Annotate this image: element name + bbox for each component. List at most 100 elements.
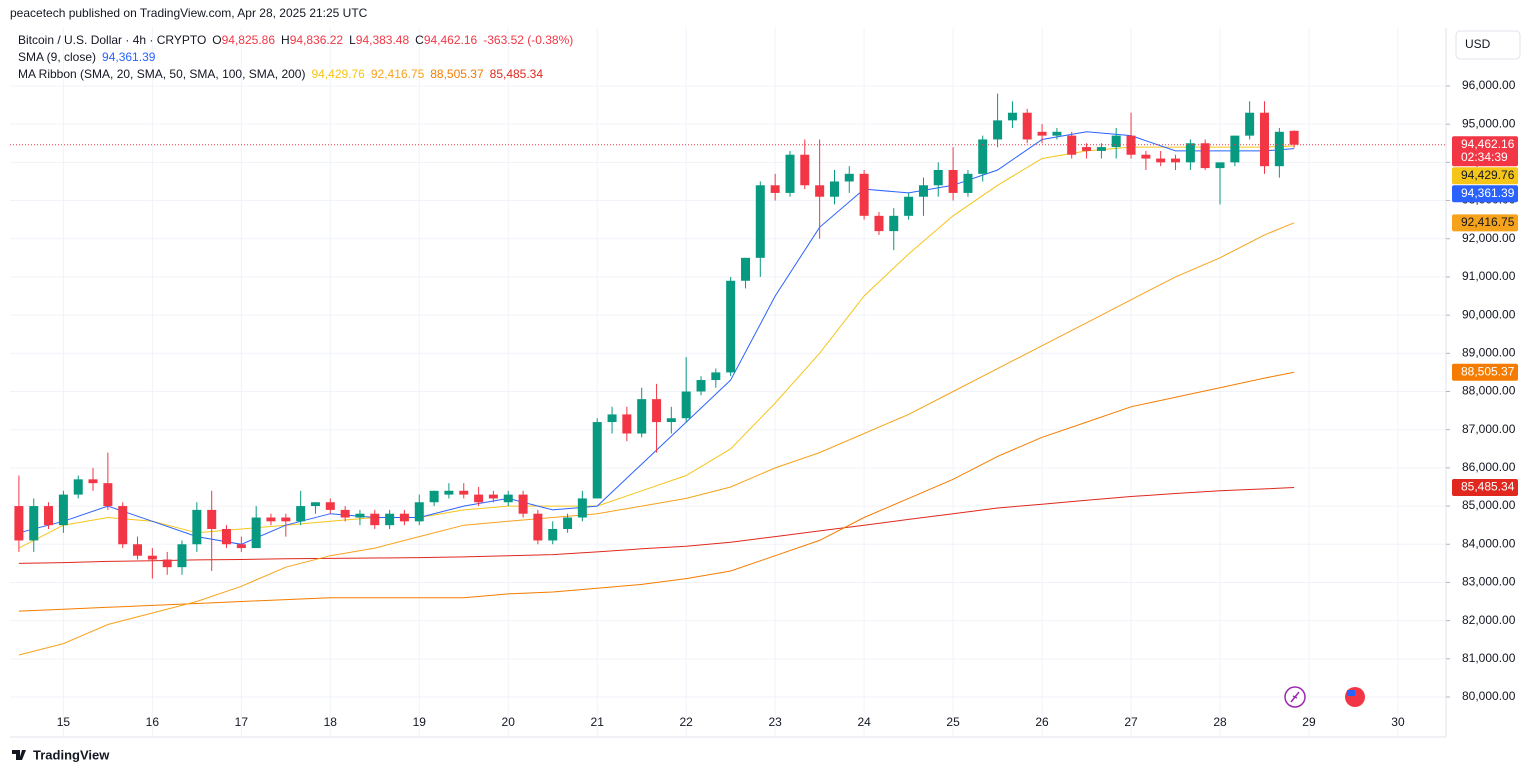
ohlc-label: L: [349, 33, 356, 47]
candle-body: [933, 170, 943, 186]
candle-body: [1126, 135, 1136, 155]
candle-body: [1096, 147, 1106, 151]
candle-body: [1289, 130, 1299, 145]
candle-body: [355, 513, 365, 518]
x-tick-label: 30: [1391, 715, 1405, 729]
candle-body: [829, 181, 839, 197]
candle-body: [785, 154, 795, 193]
candle-body: [1007, 112, 1017, 121]
price-label-box: [1452, 136, 1518, 167]
candle-body: [844, 173, 854, 182]
y-tick-label: 81,000.00: [1462, 651, 1516, 665]
candle-body: [370, 513, 380, 526]
ohlc-value: 94,836.22: [290, 33, 344, 47]
candle-body: [385, 513, 395, 526]
candle-body: [1111, 135, 1121, 148]
candle-body: [1052, 131, 1062, 136]
candle-body: [681, 391, 691, 419]
candle-body: [918, 185, 928, 197]
candle-body: [310, 502, 320, 507]
candle-body: [1259, 112, 1269, 167]
legend-sma: SMA (9, close) 94,361.39: [18, 50, 156, 64]
x-tick-label: 24: [857, 715, 871, 729]
x-tick-label: 20: [502, 715, 516, 729]
x-tick-label: 15: [57, 715, 71, 729]
currency-label: USD: [1465, 37, 1491, 51]
candle-body: [726, 280, 736, 373]
ohlc-value: 94,825.86: [222, 33, 276, 47]
sma-line: [18, 131, 1295, 545]
legend-ohlc: Bitcoin / U.S. Dollar · 4h · CRYPTO O94,8…: [18, 33, 573, 47]
candle-body: [1037, 131, 1047, 136]
candle-body: [548, 528, 558, 541]
candle-body: [266, 517, 276, 522]
price-label-box: [1452, 363, 1518, 381]
y-tick-label: 88,000.00: [1462, 384, 1516, 398]
candle-body: [474, 494, 484, 503]
y-tick-label: 91,000.00: [1462, 269, 1516, 283]
ohlc-label: O: [212, 33, 221, 47]
ohlc-label: H: [281, 33, 290, 47]
publish-header: peacetech published on TradingView.com, …: [10, 6, 368, 20]
candle-body: [58, 494, 68, 526]
ribbon-value: 94,429.76: [311, 67, 365, 81]
x-tick-label: 29: [1302, 715, 1316, 729]
ribbon-name: MA Ribbon (SMA, 20, SMA, 50, SMA, 100, S…: [18, 67, 305, 81]
y-tick-label: 87,000.00: [1462, 422, 1516, 436]
ribbon-value: 92,416.75: [371, 67, 425, 81]
y-tick-label: 89,000.00: [1462, 345, 1516, 359]
candle-body: [399, 513, 409, 522]
y-tick-label: 83,000.00: [1462, 575, 1516, 589]
candle-body: [1230, 135, 1240, 163]
candle-body: [948, 170, 958, 193]
x-tick-label: 17: [235, 715, 249, 729]
candle-body: [14, 506, 24, 541]
sma-value: 94,361.39: [102, 50, 156, 64]
price-label-text: 92,416.75: [1461, 215, 1515, 229]
x-tick-label: 25: [946, 715, 960, 729]
candle-body: [652, 399, 662, 423]
candle-body: [518, 494, 528, 514]
legend-ribbon: MA Ribbon (SMA, 20, SMA, 50, SMA, 100, S…: [18, 67, 543, 81]
candle-body: [132, 544, 142, 556]
candle-body: [44, 506, 54, 526]
x-tick-label: 27: [1124, 715, 1138, 729]
price-label-text: 02:34:39: [1461, 150, 1508, 164]
candle-body: [88, 479, 98, 484]
candle-body: [577, 498, 587, 518]
candle-body: [622, 414, 632, 434]
candle-body: [118, 506, 128, 545]
price-label-box: [1452, 167, 1518, 185]
candle-body: [770, 185, 780, 193]
plot: [10, 93, 1446, 656]
candle-body: [874, 215, 884, 232]
y-tick-label: 95,000.00: [1462, 116, 1516, 130]
candle-body: [296, 506, 306, 522]
flag-canton: [1347, 690, 1355, 696]
x-tick-label: 22: [680, 715, 694, 729]
currency-button[interactable]: [1455, 30, 1521, 60]
x-tick-label: 26: [1035, 715, 1049, 729]
candle-body: [488, 494, 498, 499]
tv-logo: [12, 750, 26, 760]
events-icon-glyph: [1290, 691, 1300, 703]
candle-body: [1022, 112, 1032, 140]
candle-body: [192, 509, 202, 545]
candle-body: [221, 528, 231, 545]
x-tick-label: 19: [413, 715, 427, 729]
candle-body: [503, 494, 513, 503]
candle-body: [414, 502, 424, 522]
candle-body: [963, 173, 973, 193]
ohlc-value: 94,462.16: [424, 33, 478, 47]
candle-body: [904, 196, 914, 216]
price-label-box: [1452, 214, 1518, 232]
candle-body: [429, 490, 439, 503]
ma-ribbon-line: [18, 487, 1295, 564]
candle-body: [815, 185, 825, 197]
price-label-box: [1452, 479, 1518, 497]
candle-body: [340, 509, 350, 518]
candle-body: [1185, 143, 1195, 163]
price-label-text: 88,505.37: [1461, 364, 1515, 378]
candle-body: [755, 185, 765, 258]
candle-body: [1215, 162, 1225, 169]
